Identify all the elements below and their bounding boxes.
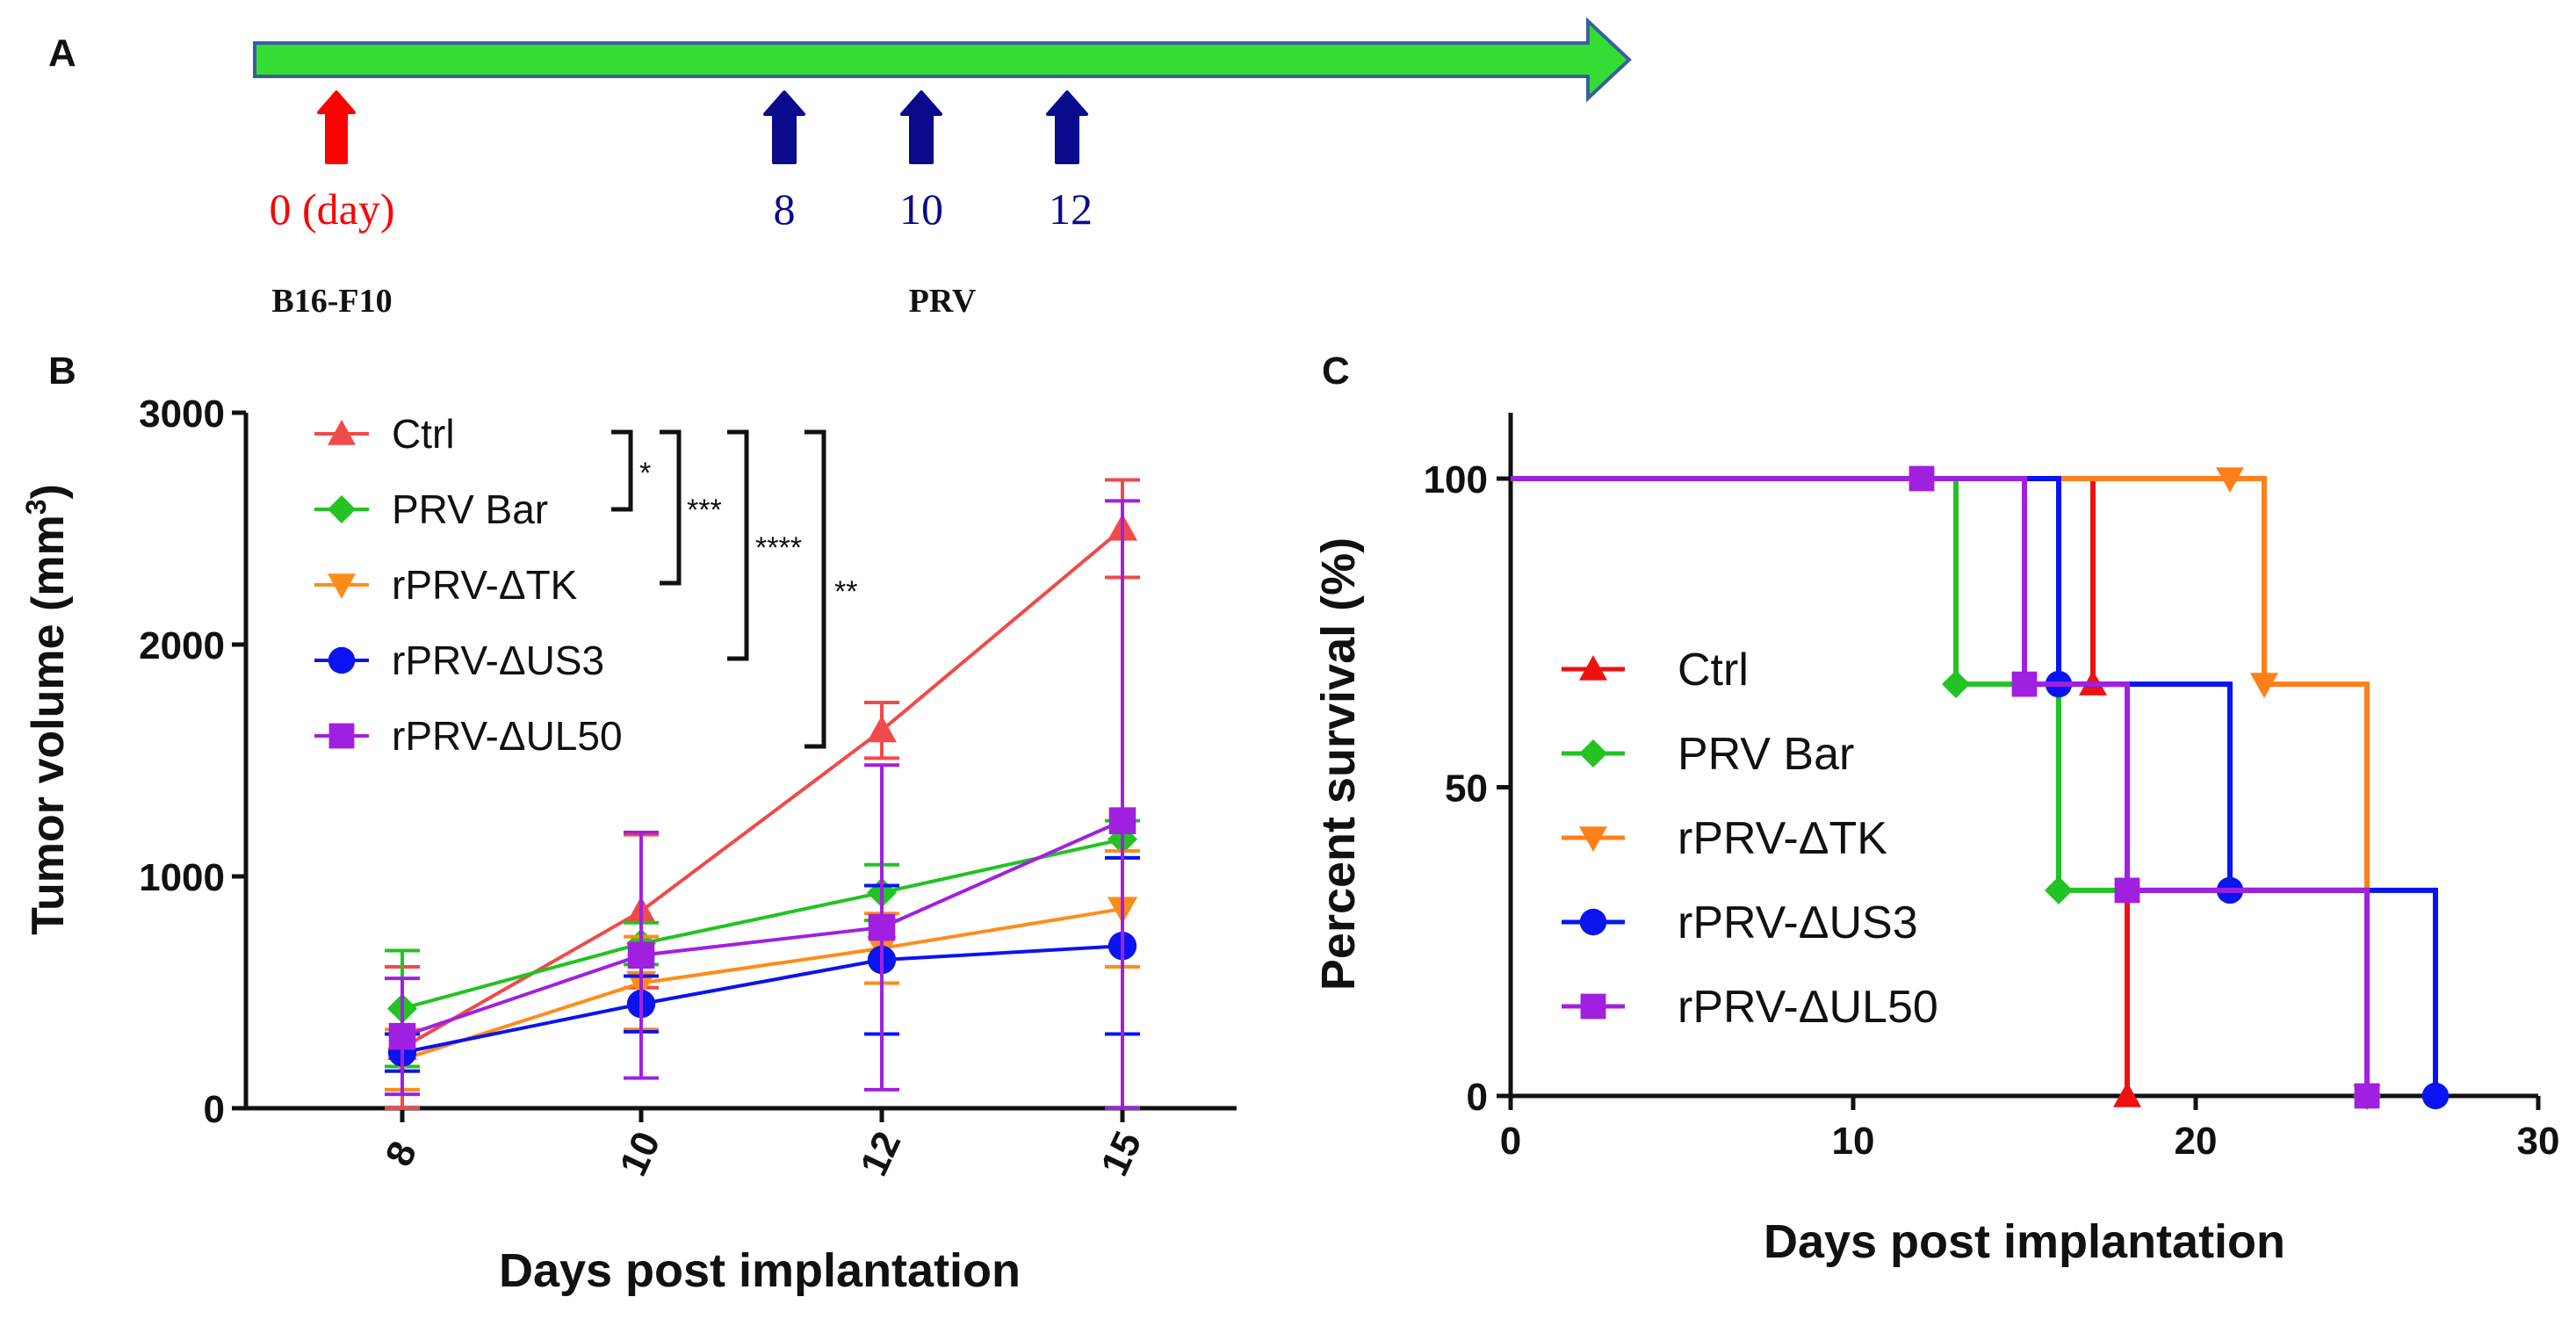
legend-label: rPRV-ΔTK bbox=[1678, 813, 1887, 864]
significance-bracket bbox=[727, 429, 749, 661]
treatment-day-label: 10 bbox=[899, 184, 943, 234]
y-tick-label: 100 bbox=[1424, 458, 1488, 501]
legend-marker bbox=[1580, 993, 1606, 1020]
y-axis-title: Percent survival (%) bbox=[1312, 537, 1365, 991]
significance-label: **** bbox=[755, 531, 802, 565]
significance-bracket bbox=[611, 429, 633, 512]
legend-marker bbox=[328, 420, 356, 445]
treatment-arrow-icon bbox=[1046, 90, 1088, 164]
implant-arrow-icon bbox=[317, 90, 356, 164]
data-point bbox=[627, 941, 655, 969]
series-line bbox=[401, 906, 1123, 1062]
legend-marker bbox=[328, 646, 356, 674]
significance-bracket bbox=[660, 429, 682, 586]
panel-label-c: C bbox=[1322, 350, 1350, 393]
survival-curve bbox=[1511, 476, 2438, 1096]
implant-day-label: 0 (day) bbox=[270, 184, 395, 234]
y-axis-title: Tumor volume (mm3) bbox=[20, 484, 74, 935]
data-point bbox=[2011, 671, 2038, 697]
panel-label-b: B bbox=[48, 350, 76, 393]
legend-label: Ctrl bbox=[1678, 645, 1749, 695]
panel-label-a: A bbox=[48, 32, 76, 75]
survival-curve bbox=[1511, 476, 2370, 1096]
data-point bbox=[1909, 465, 1935, 492]
x-tick-label: 12 bbox=[852, 1125, 909, 1182]
legend-label: rPRV-ΔUL50 bbox=[1678, 982, 1938, 1033]
data-point bbox=[868, 913, 896, 941]
data-point bbox=[867, 715, 897, 743]
legend-marker bbox=[1579, 655, 1607, 681]
series-line bbox=[401, 944, 1123, 1055]
y-tick-label: 3000 bbox=[139, 393, 225, 436]
series-line bbox=[401, 837, 1123, 1011]
tumor-volume-chart: Tumor volume (mm3) Days post implantatio… bbox=[20, 393, 1237, 1297]
treatment-agent-label: PRV bbox=[909, 283, 977, 320]
x-tick-label: 10 bbox=[611, 1125, 668, 1182]
x-tick-label: 20 bbox=[2175, 1120, 2218, 1163]
timeline-arrow bbox=[253, 17, 1632, 103]
survival-curve bbox=[1511, 476, 2370, 1096]
data-point bbox=[2354, 1083, 2380, 1109]
data-point bbox=[2113, 1082, 2141, 1107]
treatment-day-label: 8 bbox=[774, 184, 796, 234]
legend-label: PRV Bar bbox=[392, 486, 548, 532]
y-tick-label: 50 bbox=[1445, 767, 1488, 811]
legend-label: rPRV-ΔTK bbox=[392, 562, 578, 608]
data-point bbox=[1942, 670, 1970, 699]
data-point bbox=[2216, 467, 2244, 493]
timeline-panel: 0 (day) B16-F10 8 10 12 PRV bbox=[253, 17, 1632, 320]
data-point bbox=[388, 1022, 416, 1050]
x-tick-label: 8 bbox=[377, 1135, 425, 1172]
survival-chart: Percent survival (%) Days post implantat… bbox=[1312, 413, 2559, 1268]
x-axis-title: Days post implantation bbox=[499, 1244, 1021, 1297]
data-point bbox=[2421, 1082, 2450, 1110]
legend-marker bbox=[1579, 908, 1607, 936]
data-point bbox=[2114, 877, 2140, 904]
significance-label: *** bbox=[687, 494, 722, 527]
y-tick-label: 2000 bbox=[139, 624, 225, 667]
legend-label: PRV Bar bbox=[1678, 729, 1854, 780]
treatment-arrow-icon bbox=[900, 90, 942, 164]
y-tick-label: 1000 bbox=[139, 856, 225, 899]
x-tick-label: 0 bbox=[1500, 1120, 1521, 1163]
x-tick-label: 30 bbox=[2517, 1120, 2560, 1163]
significance-label: * bbox=[639, 457, 651, 490]
legend-label: rPRV-ΔUS3 bbox=[1678, 897, 1918, 948]
x-axis-title: Days post implantation bbox=[1764, 1215, 2285, 1268]
legend-label: rPRV-ΔUL50 bbox=[392, 713, 623, 759]
implant-agent-label: B16-F10 bbox=[271, 283, 392, 320]
y-tick-label: 0 bbox=[204, 1088, 225, 1131]
significance-bracket bbox=[805, 429, 826, 749]
significance-label: ** bbox=[834, 575, 857, 609]
x-tick-label: 10 bbox=[1832, 1120, 1875, 1163]
data-point bbox=[2045, 876, 2073, 904]
legend-marker bbox=[1579, 739, 1607, 767]
series-line bbox=[401, 818, 1123, 1039]
survival-curve bbox=[1511, 476, 2370, 1096]
legend-marker bbox=[328, 495, 356, 523]
treatment-arrow-icon bbox=[763, 90, 805, 164]
legend-marker bbox=[328, 723, 355, 749]
legend-marker bbox=[328, 573, 356, 599]
treatment-day-label: 12 bbox=[1049, 184, 1093, 234]
data-point bbox=[2250, 673, 2278, 699]
data-point bbox=[1108, 807, 1136, 834]
y-tick-label: 0 bbox=[1467, 1076, 1488, 1119]
legend-marker bbox=[1579, 826, 1607, 852]
legend-label: Ctrl bbox=[392, 411, 455, 457]
legend-label: rPRV-ΔUS3 bbox=[392, 638, 604, 683]
series-line bbox=[401, 527, 1124, 1050]
x-tick-label: 15 bbox=[1093, 1125, 1150, 1182]
